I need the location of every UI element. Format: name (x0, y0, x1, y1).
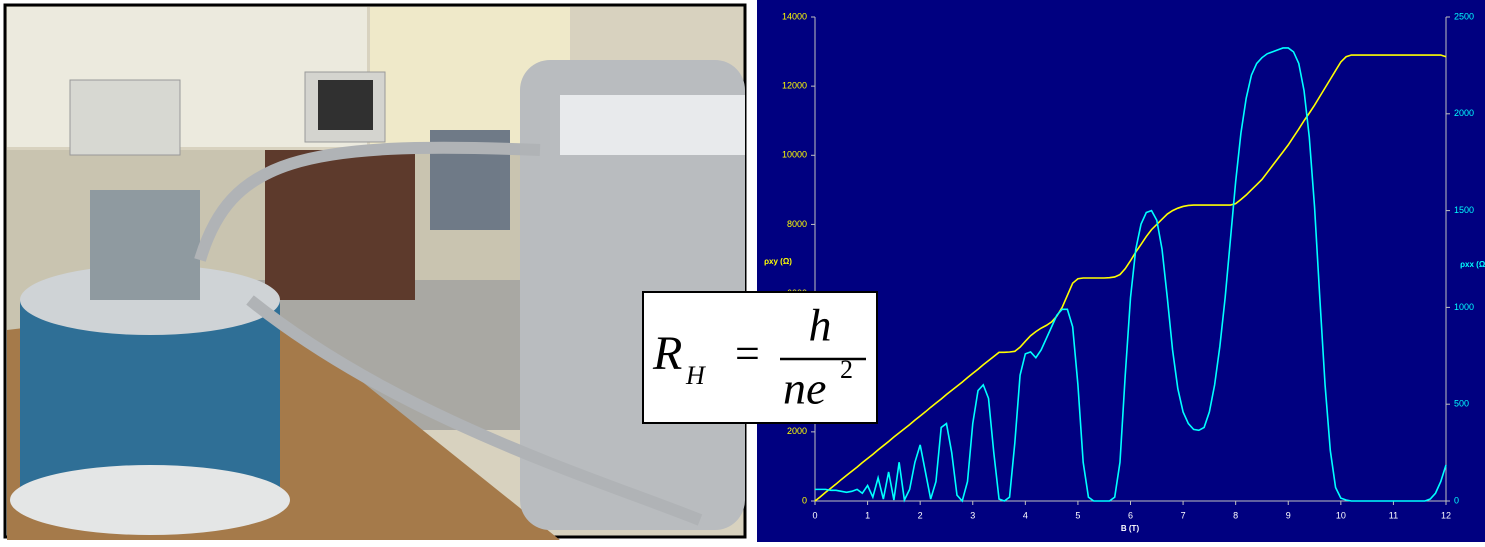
y-axis-label: ρxy (Ω) (764, 257, 792, 266)
x-tick-label: 1 (865, 510, 870, 520)
x-tick-label: 7 (1181, 510, 1186, 520)
y2-tick-label: 0 (1454, 495, 1459, 505)
formula-symbol: R (652, 327, 682, 380)
chart-background (757, 0, 1485, 542)
y2-tick-label: 2000 (1454, 108, 1474, 118)
x-tick-label: 11 (1389, 510, 1398, 520)
x-tick-label: 12 (1441, 510, 1451, 520)
formula: R H = h ne 2 (642, 291, 878, 424)
x-tick-label: 0 (812, 510, 817, 520)
formula-subscript: H (685, 361, 706, 390)
photo (3, 3, 747, 540)
formula-denominator: ne (783, 363, 826, 414)
formula-exponent: 2 (840, 355, 853, 384)
y2-tick-label: 1000 (1454, 302, 1474, 312)
y2-tick-label: 500 (1454, 399, 1469, 409)
formula-equals: = (735, 329, 760, 378)
y-tick-label: 2000 (787, 426, 807, 436)
formula-box (642, 291, 878, 424)
series-line (814, 54, 1447, 502)
y-tick-label: 0 (802, 495, 807, 505)
x-tick-label: 2 (918, 510, 923, 520)
series-line (815, 47, 1447, 503)
x-axis-label: B (T) (1121, 524, 1140, 533)
x-tick-label: 3 (970, 510, 975, 520)
plot: 0123456789101112020004000600080001000012… (782, 11, 1474, 520)
y2-tick-label: 1500 (1454, 205, 1474, 215)
y2-tick-label: 2500 (1454, 11, 1474, 21)
x-tick-label: 5 (1075, 510, 1080, 520)
x-tick-label: 8 (1233, 510, 1238, 520)
y2-axis-label: ρxx (Ω) (1460, 260, 1485, 269)
y-tick-label: 10000 (782, 150, 807, 160)
x-tick-label: 4 (1023, 510, 1028, 520)
y-tick-label: 12000 (782, 81, 807, 91)
x-tick-label: 9 (1286, 510, 1291, 520)
y-tick-label: 14000 (782, 11, 807, 21)
formula-numerator: h (809, 300, 832, 351)
y-tick-label: 8000 (787, 219, 807, 229)
x-tick-label: 10 (1336, 510, 1346, 520)
x-tick-label: 6 (1128, 510, 1133, 520)
